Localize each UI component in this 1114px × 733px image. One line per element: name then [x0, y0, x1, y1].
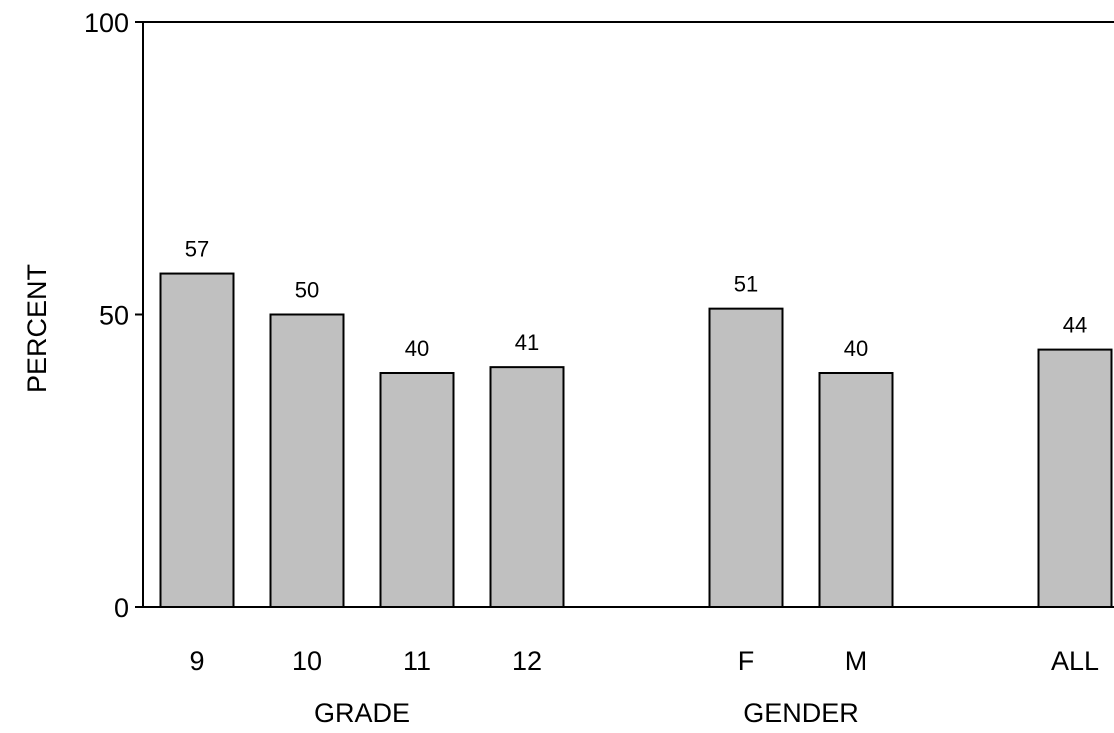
group-labels: GRADE GENDER	[314, 698, 859, 728]
bars-layer	[159, 272, 1113, 608]
data-label: 57	[185, 237, 209, 262]
x-tick-label: 11	[403, 646, 431, 676]
y-tick-label: 100	[84, 8, 129, 38]
y-axis-title: PERCENT	[22, 264, 52, 393]
y-ticks: 0 50 100	[84, 8, 143, 623]
bar	[269, 313, 345, 608]
data-label: 40	[844, 336, 868, 361]
bar	[159, 272, 235, 608]
bar	[1037, 348, 1113, 608]
group-label: GENDER	[743, 698, 859, 728]
y-tick-label: 50	[99, 301, 129, 331]
x-tick-label: 12	[512, 646, 542, 676]
x-tick-label: M	[845, 646, 868, 676]
data-label: 41	[515, 330, 539, 355]
group-label: GRADE	[314, 698, 410, 728]
data-label: 51	[734, 272, 758, 297]
bar	[379, 372, 455, 608]
data-label: 44	[1063, 313, 1087, 338]
bar	[818, 372, 894, 608]
x-tick-label: F	[738, 646, 755, 676]
bar	[489, 366, 565, 608]
x-tick-label: 10	[292, 646, 322, 676]
y-tick-label: 0	[114, 593, 129, 623]
data-labels: 57 50 40 41 51 40 44	[185, 237, 1087, 361]
data-label: 40	[405, 336, 429, 361]
bar	[708, 307, 784, 608]
x-tick-label: 9	[189, 646, 204, 676]
x-tick-labels: 9 10 11 12 F M ALL	[189, 646, 1099, 676]
x-tick-label: ALL	[1051, 646, 1099, 676]
data-label: 50	[295, 278, 319, 303]
